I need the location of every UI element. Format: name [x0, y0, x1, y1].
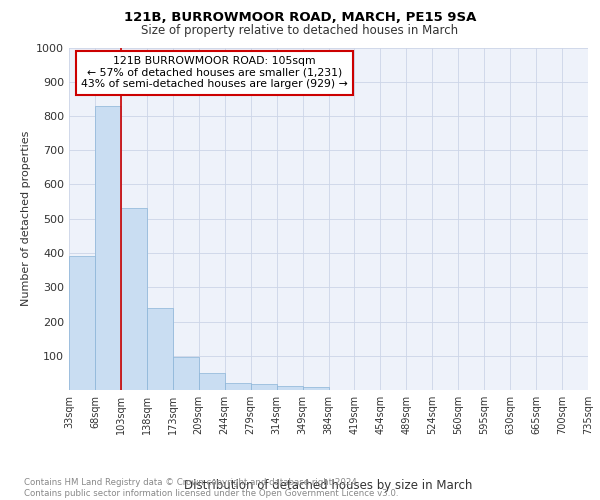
Bar	[69, 256, 95, 390]
Bar	[199, 373, 224, 390]
Text: 121B, BURROWMOOR ROAD, MARCH, PE15 9SA: 121B, BURROWMOOR ROAD, MARCH, PE15 9SA	[124, 11, 476, 24]
Bar	[95, 106, 121, 390]
Y-axis label: Number of detached properties: Number of detached properties	[20, 131, 31, 306]
Bar	[277, 386, 302, 390]
Bar	[121, 208, 147, 390]
Bar	[147, 308, 173, 390]
Bar	[173, 358, 199, 390]
X-axis label: Distribution of detached houses by size in March: Distribution of detached houses by size …	[184, 478, 473, 492]
Bar	[302, 388, 329, 390]
Bar	[251, 384, 277, 390]
Bar	[225, 383, 251, 390]
Text: 121B BURROWMOOR ROAD: 105sqm
← 57% of detached houses are smaller (1,231)
43% of: 121B BURROWMOOR ROAD: 105sqm ← 57% of de…	[81, 56, 347, 90]
Text: Size of property relative to detached houses in March: Size of property relative to detached ho…	[142, 24, 458, 37]
Text: Contains HM Land Registry data © Crown copyright and database right 2024.
Contai: Contains HM Land Registry data © Crown c…	[24, 478, 398, 498]
